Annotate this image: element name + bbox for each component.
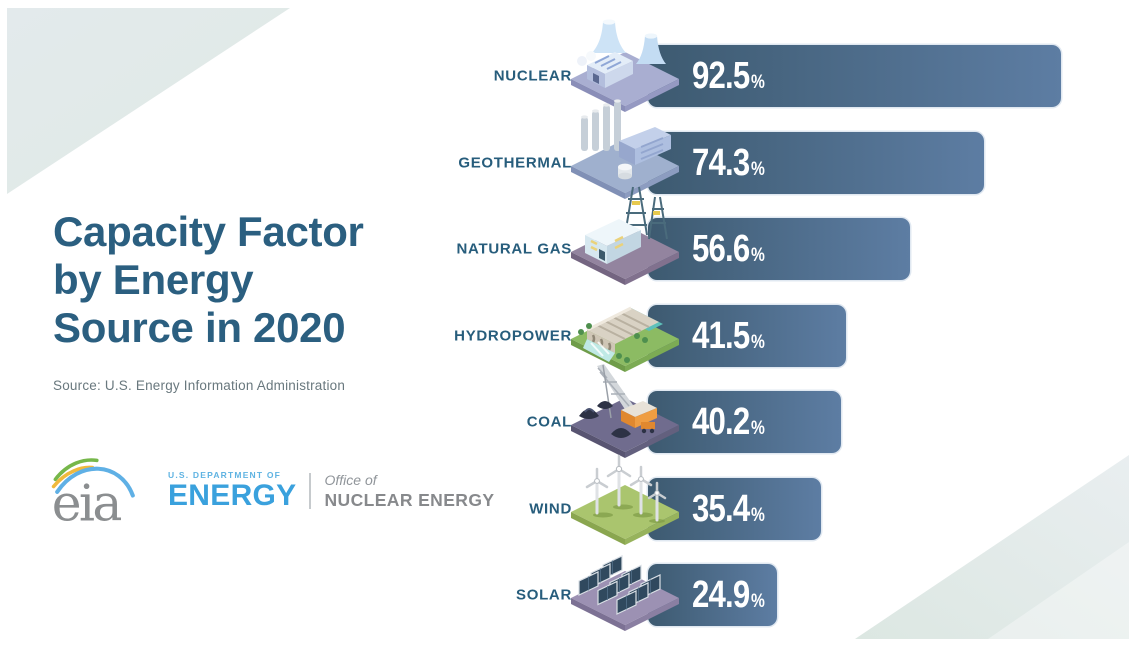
nuclear-energy-text: NUCLEAR ENERGY: [324, 489, 495, 510]
eia-green-arc: [53, 458, 99, 482]
eia-logo-text: eia: [52, 474, 122, 530]
percent-sign: %: [751, 332, 765, 353]
hydropower-dam-icon: [566, 268, 684, 372]
chart-row-wind: WIND: [0, 454, 1136, 545]
bar-natural-gas: 56.6 %: [571, 186, 910, 285]
bar-hydropower: 41.5 %: [571, 305, 846, 372]
source-attribution: Source: U.S. Energy Information Administ…: [53, 377, 346, 393]
bar-label-hydropower: HYDROPOWER: [454, 327, 572, 345]
percent-sign: %: [751, 418, 765, 439]
chart-row-natural-gas: NATURAL GAS: [0, 186, 1136, 285]
doe-large-text: ENERGY: [168, 479, 297, 513]
bar-solar: 24.9 %: [571, 555, 777, 631]
gas-plant-icon: [566, 181, 684, 285]
chart-row-solar: SOLAR: [0, 555, 1136, 631]
bar-value: 41.5 %: [692, 317, 765, 355]
bar-value: 56.6 %: [692, 230, 765, 268]
chart-row-coal: COAL: [0, 364, 1136, 458]
percent-sign: %: [751, 245, 765, 266]
solar-panels-icon: [566, 527, 684, 631]
doe-small-text: U.S. DEPARTMENT OF: [168, 469, 282, 480]
bar-geothermal: 74.3 %: [571, 99, 984, 199]
bar-label-nuclear: NUCLEAR: [493, 67, 572, 85]
office-of-text: Office of: [324, 471, 377, 488]
chart-row-hydropower: HYDROPOWER: [0, 305, 1136, 372]
bar-label-natural-gas: NATURAL GAS: [456, 240, 572, 258]
bar-value: 35.4 %: [692, 490, 765, 528]
nuclear-plant-icon: [566, 8, 684, 112]
logo-row: eia U.S. DEPARTMENT OF ENERGY Office of …: [50, 452, 494, 530]
bar-value-number: 24.9: [692, 574, 750, 616]
bar-wind: 35.4 %: [571, 454, 821, 545]
title-block: Capacity Factor by Energy Source in 2020…: [53, 208, 483, 393]
percent-sign: %: [751, 159, 765, 180]
chart-row-geothermal: GEOTHERMAL: [0, 99, 1136, 199]
bar-value-number: 41.5: [692, 315, 750, 357]
eia-blue-arc: [55, 466, 135, 498]
page-title: Capacity Factor by Energy Source in 2020: [53, 208, 364, 351]
bar-value: 74.3 %: [692, 144, 765, 182]
bar-value-number: 40.2: [692, 401, 750, 443]
eia-logo: eia: [52, 458, 135, 530]
bar-value-number: 74.3: [692, 142, 750, 184]
chart-row-nuclear: NUCLEAR: [0, 19, 1136, 112]
percent-sign: %: [751, 591, 765, 612]
bar-label-coal: COAL: [526, 413, 572, 431]
bar-value-number: 35.4: [692, 488, 750, 530]
office-of-nuclear-energy-logo: Office of NUCLEAR ENERGY: [325, 472, 495, 511]
bar-label-geothermal: GEOTHERMAL: [458, 154, 572, 172]
bar-value: 92.5 %: [692, 57, 765, 95]
bar-value: 40.2 %: [692, 403, 765, 441]
bar-value: 24.9 %: [692, 576, 765, 614]
geothermal-plant-icon: [566, 95, 684, 199]
bar-coal: 40.2 %: [571, 364, 841, 458]
coal-mining-icon: [566, 354, 684, 458]
bar-value-number: 56.6: [692, 228, 750, 270]
logo-divider: [308, 473, 311, 509]
bar-label-solar: SOLAR: [516, 586, 572, 604]
wind-turbines-icon: [566, 441, 684, 545]
bar-value-number: 92.5: [692, 55, 750, 97]
percent-sign: %: [751, 505, 765, 526]
percent-sign: %: [751, 72, 765, 93]
bar-nuclear: 92.5 %: [571, 19, 1061, 112]
bar-label-wind: WIND: [529, 500, 572, 518]
doe-logo: U.S. DEPARTMENT OF ENERGY: [168, 471, 297, 512]
